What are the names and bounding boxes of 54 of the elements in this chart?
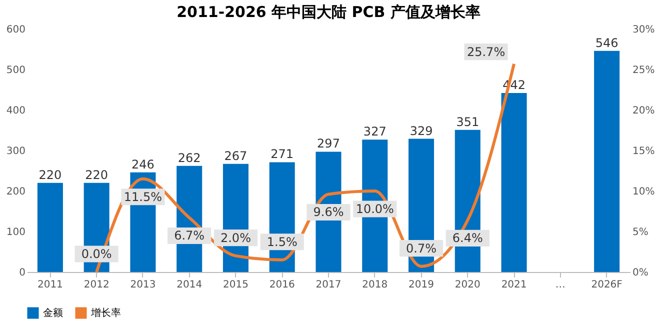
x-tick-label: 2019	[408, 280, 434, 290]
y-tick-label: 600	[6, 24, 26, 36]
x-tick-label: 2021	[501, 280, 527, 290]
data-label: 262	[178, 150, 201, 165]
x-tick-label: 2020	[454, 280, 480, 290]
bar	[37, 182, 63, 272]
x-tick-label: 2015	[223, 280, 248, 290]
y-tick-label: 500	[6, 65, 26, 76]
x-tick-label: …	[555, 280, 566, 290]
data-label: 2.0%	[220, 230, 251, 245]
y2-tick-label: 5%	[632, 227, 648, 238]
data-label: 6.4%	[452, 231, 483, 246]
data-label: 271	[270, 147, 294, 162]
y-tick-label: 400	[6, 106, 26, 116]
data-label: 10.0%	[356, 202, 394, 216]
data-label: 220	[38, 168, 62, 182]
y2-tick-label: 10%	[632, 186, 655, 198]
y2-tick-label: 0%	[632, 268, 648, 278]
x-tick-label: 2013	[130, 280, 156, 290]
x-tick-label: 2012	[84, 280, 110, 290]
data-label: 351	[456, 114, 480, 129]
bar	[594, 50, 620, 272]
y2-tick-label: 30%	[632, 24, 655, 36]
x-tick-label: 2017	[316, 280, 342, 290]
data-label: 25.7%	[466, 44, 506, 59]
chart-title: 2011-2026 年中国大陆 PCB 产值及增长率	[176, 3, 480, 21]
data-label: 0.7%	[406, 241, 437, 256]
y-tick-label: 300	[6, 146, 26, 157]
data-label: 220	[85, 168, 108, 182]
data-label: 327	[363, 124, 386, 139]
data-label: 11.5%	[124, 190, 162, 204]
data-label: 9.6%	[313, 205, 344, 220]
data-label: 297	[317, 136, 340, 151]
data-label: 267	[224, 148, 248, 163]
y2-tick-label: 20%	[632, 106, 655, 116]
data-label: 329	[410, 124, 433, 138]
legend-label: 金额	[43, 307, 63, 319]
x-tick-label: 2026F	[591, 280, 623, 290]
data-label: 1.5%	[266, 234, 298, 249]
y2-tick-label: 25%	[632, 65, 655, 76]
y-tick-label: 0	[19, 268, 26, 278]
legend-label: 增长率	[90, 307, 121, 319]
y-tick-label: 100	[6, 227, 26, 238]
x-tick-label: 2016	[269, 280, 295, 290]
bar	[501, 92, 527, 272]
data-label: 6.7%	[174, 228, 205, 243]
y-tick-label: 200	[6, 186, 26, 198]
data-label: 546	[595, 36, 618, 50]
x-tick-label: 2018	[362, 280, 388, 290]
x-tick-label: 2014	[176, 280, 202, 290]
data-label: 0.0%	[81, 247, 112, 261]
x-tick-label: 2011	[37, 280, 63, 290]
y2-tick-label: 15%	[632, 146, 655, 157]
data-label: 246	[132, 157, 154, 172]
